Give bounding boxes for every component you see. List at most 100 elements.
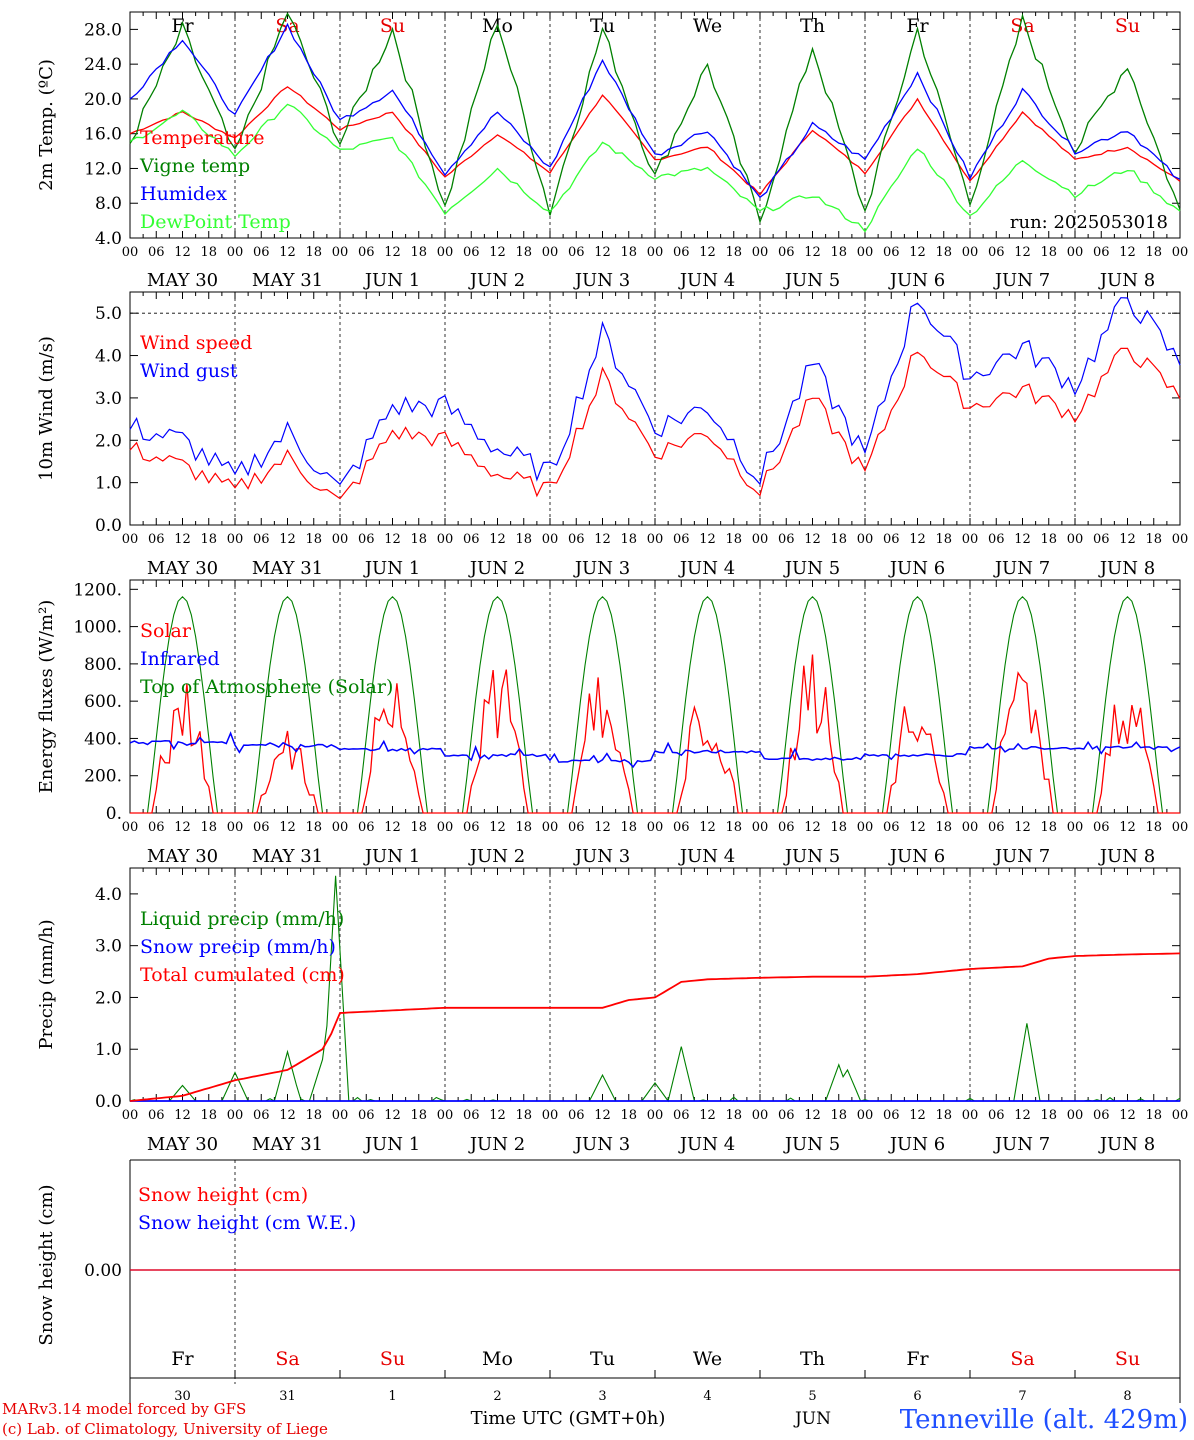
date-label: MAY 30 <box>147 846 218 867</box>
hour-tick-label: 18 <box>830 820 847 835</box>
date-label: MAY 31 <box>252 846 323 867</box>
hour-tick-label: 00 <box>1172 1108 1189 1123</box>
y-tick-label: 1.0 <box>95 474 122 494</box>
legend-entry: Solar <box>140 620 192 642</box>
hour-tick-label: 12 <box>174 820 191 835</box>
hour-tick-label: 06 <box>253 532 270 547</box>
footer-credit-line: (c) Lab. of Climatology, University of L… <box>2 1420 328 1438</box>
date-label: JUN 3 <box>573 1134 630 1155</box>
hour-tick-label: 18 <box>1145 532 1162 547</box>
hour-tick-label: 12 <box>1119 820 1136 835</box>
x-axis-label: Time UTC (GMT+0h) <box>471 1408 666 1429</box>
weekday-label: Mo <box>482 1348 513 1370</box>
hour-tick-label: 18 <box>620 532 637 547</box>
weekday-label: Su <box>1115 15 1140 37</box>
hour-tick-label: 12 <box>1014 245 1031 260</box>
hour-tick-label: 06 <box>568 820 585 835</box>
weekday-label: Su <box>380 15 405 37</box>
y-tick-label: 200. <box>84 767 122 787</box>
hour-tick-label: 18 <box>935 820 952 835</box>
series-line <box>129 86 1181 196</box>
hour-tick-label: 06 <box>463 532 480 547</box>
hour-tick-label: 18 <box>305 1108 322 1123</box>
hour-tick-label: 12 <box>909 532 926 547</box>
series-line <box>129 731 1181 769</box>
day-number-label: 8 <box>1123 1389 1131 1404</box>
hour-tick-label: 18 <box>935 245 952 260</box>
date-label: JUN 6 <box>888 270 945 291</box>
weekday-label: Sa <box>275 15 299 37</box>
legend-entry: Total cumulated (cm) <box>140 964 345 986</box>
date-label: JUN 7 <box>993 1134 1050 1155</box>
hour-tick-label: 18 <box>1040 532 1057 547</box>
hour-tick-label: 00 <box>122 532 139 547</box>
hour-tick-label: 00 <box>542 245 559 260</box>
hour-tick-label: 06 <box>988 1108 1005 1123</box>
hour-tick-label: 00 <box>1172 245 1189 260</box>
day-number-label: 7 <box>1018 1389 1026 1404</box>
date-label: JUN 3 <box>573 558 630 579</box>
weekday-label: Fr <box>171 15 194 37</box>
hour-tick-label: 12 <box>384 245 401 260</box>
hour-tick-label: 06 <box>568 245 585 260</box>
hour-tick-label: 12 <box>279 1108 296 1123</box>
weekday-label: Sa <box>1010 15 1034 37</box>
hour-tick-label: 12 <box>1119 1108 1136 1123</box>
y-tick-label: 12.0 <box>84 159 122 179</box>
y-tick-label: 8.0 <box>95 194 122 214</box>
date-label: MAY 30 <box>147 1134 218 1155</box>
hour-tick-label: 12 <box>804 245 821 260</box>
hour-tick-label: 06 <box>673 820 690 835</box>
hour-tick-label: 00 <box>1067 1108 1084 1123</box>
hour-tick-label: 12 <box>594 820 611 835</box>
legend-entry: Top of Atmosphere (Solar) <box>140 676 393 698</box>
date-label: JUN 1 <box>363 558 420 579</box>
y-tick-label: 0.0 <box>95 516 122 536</box>
hour-tick-label: 00 <box>857 1108 874 1123</box>
hour-tick-label: 06 <box>988 532 1005 547</box>
hour-tick-label: 06 <box>148 245 165 260</box>
hour-tick-label: 00 <box>962 532 979 547</box>
hour-tick-label: 00 <box>752 820 769 835</box>
legend-entry: Humidex <box>140 183 227 205</box>
hour-tick-label: 00 <box>752 245 769 260</box>
hour-tick-label: 18 <box>725 532 742 547</box>
weekday-label: Sa <box>1010 1348 1034 1370</box>
hour-tick-label: 00 <box>437 1108 454 1123</box>
hour-tick-label: 06 <box>778 820 795 835</box>
hour-tick-label: 00 <box>857 532 874 547</box>
hour-tick-label: 06 <box>568 1108 585 1123</box>
y-axis-label: 10m Wind (m/s) <box>36 336 57 481</box>
y-tick-label: 800. <box>84 655 122 675</box>
hour-tick-label: 12 <box>279 820 296 835</box>
hour-tick-label: 00 <box>752 532 769 547</box>
hour-tick-label: 06 <box>1093 245 1110 260</box>
hour-tick-label: 00 <box>1067 245 1084 260</box>
hour-tick-label: 06 <box>253 1108 270 1123</box>
panel-1: 00 06 12 18 MAY 30 00 06 12 18 MAY 31 00 06 12 18 JUN … <box>36 11 1189 291</box>
hour-tick-label: 18 <box>1040 820 1057 835</box>
hour-tick-label: 18 <box>515 1108 532 1123</box>
weekday-label: Su <box>380 1348 405 1370</box>
run-annotation: run: 2025053018 <box>1010 212 1168 233</box>
hour-tick-label: 12 <box>384 532 401 547</box>
date-label: JUN 6 <box>888 1134 945 1155</box>
hour-tick-label: 00 <box>122 245 139 260</box>
date-label: JUN 8 <box>1098 1134 1155 1155</box>
date-label: JUN 4 <box>678 558 735 579</box>
date-label: JUN 6 <box>888 558 945 579</box>
y-tick-label: 28.0 <box>84 20 122 40</box>
day-number-label: 4 <box>703 1389 711 1404</box>
date-label: MAY 31 <box>252 1134 323 1155</box>
hour-tick-label: 12 <box>1119 532 1136 547</box>
hour-tick-label: 00 <box>437 532 454 547</box>
y-tick-label: 2.0 <box>95 431 122 451</box>
weekday-label: Tu <box>590 15 615 37</box>
hour-tick-label: 00 <box>122 820 139 835</box>
date-label: JUN 1 <box>363 270 420 291</box>
day-number-label: 1 <box>388 1389 396 1404</box>
date-label: JUN 8 <box>1098 558 1155 579</box>
hour-tick-label: 12 <box>174 245 191 260</box>
hour-tick-label: 12 <box>804 820 821 835</box>
